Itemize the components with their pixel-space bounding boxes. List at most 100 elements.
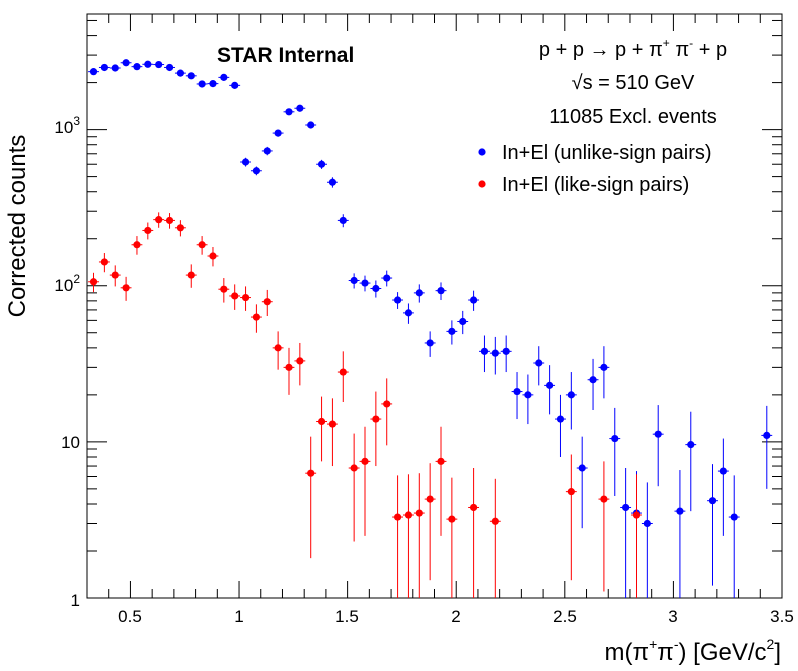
data-point <box>133 241 141 249</box>
data-point <box>317 417 326 426</box>
data-point <box>437 287 445 295</box>
data-point <box>231 81 239 89</box>
axis-ticks <box>86 14 783 599</box>
data-point <box>415 289 423 297</box>
x-tick-label-1: 1 <box>234 607 243 626</box>
data-point <box>220 285 228 293</box>
data-point <box>469 503 478 512</box>
y-tick-label-1: 1 <box>71 591 80 610</box>
data-point <box>285 108 293 116</box>
reaction-label: p + p → p + π+ π- + p <box>539 36 727 61</box>
y-axis-title: Corrected counts <box>4 135 31 318</box>
data-point <box>393 296 402 304</box>
data-point <box>155 216 163 224</box>
data-point <box>469 296 478 304</box>
data-point <box>350 276 358 285</box>
data-point <box>448 515 456 523</box>
x-axis-title: m(π+π-) [GeV/c2] <box>605 636 781 666</box>
tick-labels: 0.5 1 1.5 2 2.5 3 3.5 1 10 102 103 <box>54 114 793 626</box>
data-point <box>687 441 695 449</box>
legend-label-unlike: In+El (unlike-sign pairs) <box>502 142 712 164</box>
events-label: 11085 Excl. events <box>549 106 717 128</box>
data-point <box>231 292 239 300</box>
data-point <box>361 457 369 465</box>
data-point <box>296 104 304 112</box>
data-point <box>263 298 271 306</box>
data-point <box>176 69 184 77</box>
x-tick-label-3: 2 <box>451 607 460 626</box>
x-tick-label-4: 2.5 <box>553 607 577 626</box>
data-point <box>307 469 315 477</box>
data-point <box>144 226 152 235</box>
data-point <box>404 511 413 519</box>
data-point <box>155 60 163 69</box>
data-point <box>622 503 630 512</box>
data-point <box>600 495 608 503</box>
data-point <box>632 511 641 519</box>
x-tick-label-6: 3.5 <box>770 607 794 626</box>
data-point <box>198 80 206 88</box>
data-point <box>100 258 108 266</box>
data-point <box>654 430 662 438</box>
y-tick-label-100: 102 <box>54 272 80 295</box>
data-point <box>111 271 119 279</box>
data-point <box>448 327 456 335</box>
series-1 <box>88 212 642 598</box>
data-point <box>209 252 217 260</box>
data-point <box>339 216 347 225</box>
data-point <box>578 464 586 472</box>
data-point <box>89 68 98 76</box>
legend-label-like: In+El (like-sign pairs) <box>502 174 689 196</box>
data-point <box>241 293 250 302</box>
data-point <box>719 467 727 475</box>
x-tick-label-0: 0.5 <box>118 607 142 626</box>
y-tick-label-10: 10 <box>61 433 80 452</box>
data-point <box>274 344 282 352</box>
data-point <box>252 167 261 175</box>
data-point <box>317 160 326 168</box>
data-point <box>676 507 684 515</box>
data-point <box>307 121 315 129</box>
data-point <box>328 420 337 428</box>
data-point <box>426 339 434 347</box>
data-point <box>361 279 369 287</box>
data-point <box>459 317 467 326</box>
data-point <box>383 274 391 282</box>
data-point <box>100 63 108 72</box>
data-point <box>89 278 98 286</box>
data-point <box>763 431 771 440</box>
x-tick-label-2: 1.5 <box>335 607 359 626</box>
data-point <box>393 513 402 521</box>
data-point <box>252 313 261 321</box>
data-point <box>556 415 565 423</box>
data-point <box>567 488 575 496</box>
legend-marker-unlike <box>478 148 486 156</box>
data-point <box>122 284 130 292</box>
data-point <box>263 147 271 155</box>
data-point <box>524 391 532 399</box>
data-point <box>165 216 174 225</box>
legend-marker-like <box>478 180 486 188</box>
data-point <box>372 284 380 293</box>
data-point <box>708 497 717 505</box>
data-point <box>535 359 543 367</box>
data-point <box>491 349 499 357</box>
data-point <box>372 415 380 423</box>
data-point <box>209 80 217 88</box>
data-point <box>187 72 195 80</box>
data-point <box>198 241 206 249</box>
data-point <box>426 495 434 503</box>
data-point <box>165 63 174 72</box>
data-point <box>480 347 489 355</box>
data-point <box>730 513 738 521</box>
data-point <box>133 63 141 71</box>
data-point <box>567 391 575 399</box>
data-point <box>589 376 597 384</box>
data-point <box>600 363 608 371</box>
data-point <box>111 64 119 72</box>
x-tick-label-5: 3 <box>668 607 677 626</box>
data-point <box>404 309 413 317</box>
data-point <box>643 519 651 528</box>
data-point <box>491 517 499 525</box>
